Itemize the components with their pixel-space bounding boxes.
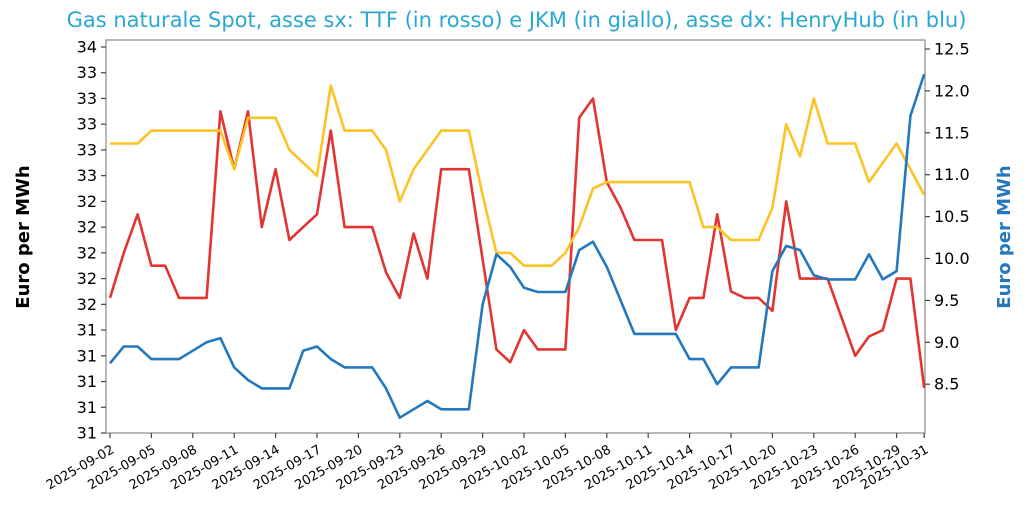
y-left-tick-label: 32 [77,218,97,237]
y-right-tick-label: 12.5 [934,40,970,59]
y-left-tick-label: 34 [77,37,97,56]
y-left-tick-label: 31 [77,424,97,443]
y-left-tick-label: 33 [77,115,97,134]
left-axis-label: Euro per MWh [13,165,34,309]
y-left-tick-label: 32 [77,243,97,262]
series-henryhub-line [108,73,926,420]
y-right-tick-label: 11.0 [934,165,970,184]
right-axis-label: Euro per MWh [994,165,1015,309]
chart-title: Gas naturale Spot, asse sx: TTF (in ross… [66,8,967,32]
y-left-tick-label: 31 [77,346,97,365]
y-left-tick-label: 31 [77,321,97,340]
y-left-tick-label: 33 [77,89,97,108]
plot-frame [105,39,926,434]
y-left-tick-label: 31 [77,372,97,391]
y-right-tick-label: 9.5 [934,291,959,310]
y-right-tick-label: 12.0 [934,81,970,100]
y-right-tick-label: 11.5 [934,123,970,142]
y-left-tick-label: 33 [77,63,97,82]
y-left-tick-label: 33 [77,166,97,185]
y-left-tick-label: 32 [77,269,97,288]
y-right-tick-label: 10.0 [934,249,970,268]
series-ttf-line [108,97,926,389]
y-left-tick-label: 32 [77,295,97,314]
y-right-tick-label: 9.0 [934,333,959,352]
y-right-tick-label: 10.5 [934,207,970,226]
y-right-tick-label: 8.5 [934,375,959,394]
y-left-tick-label: 33 [77,140,97,159]
y-left-tick-label: 31 [77,398,97,417]
series-jkm-line [110,84,926,268]
y-left-tick-label: 32 [77,192,97,211]
